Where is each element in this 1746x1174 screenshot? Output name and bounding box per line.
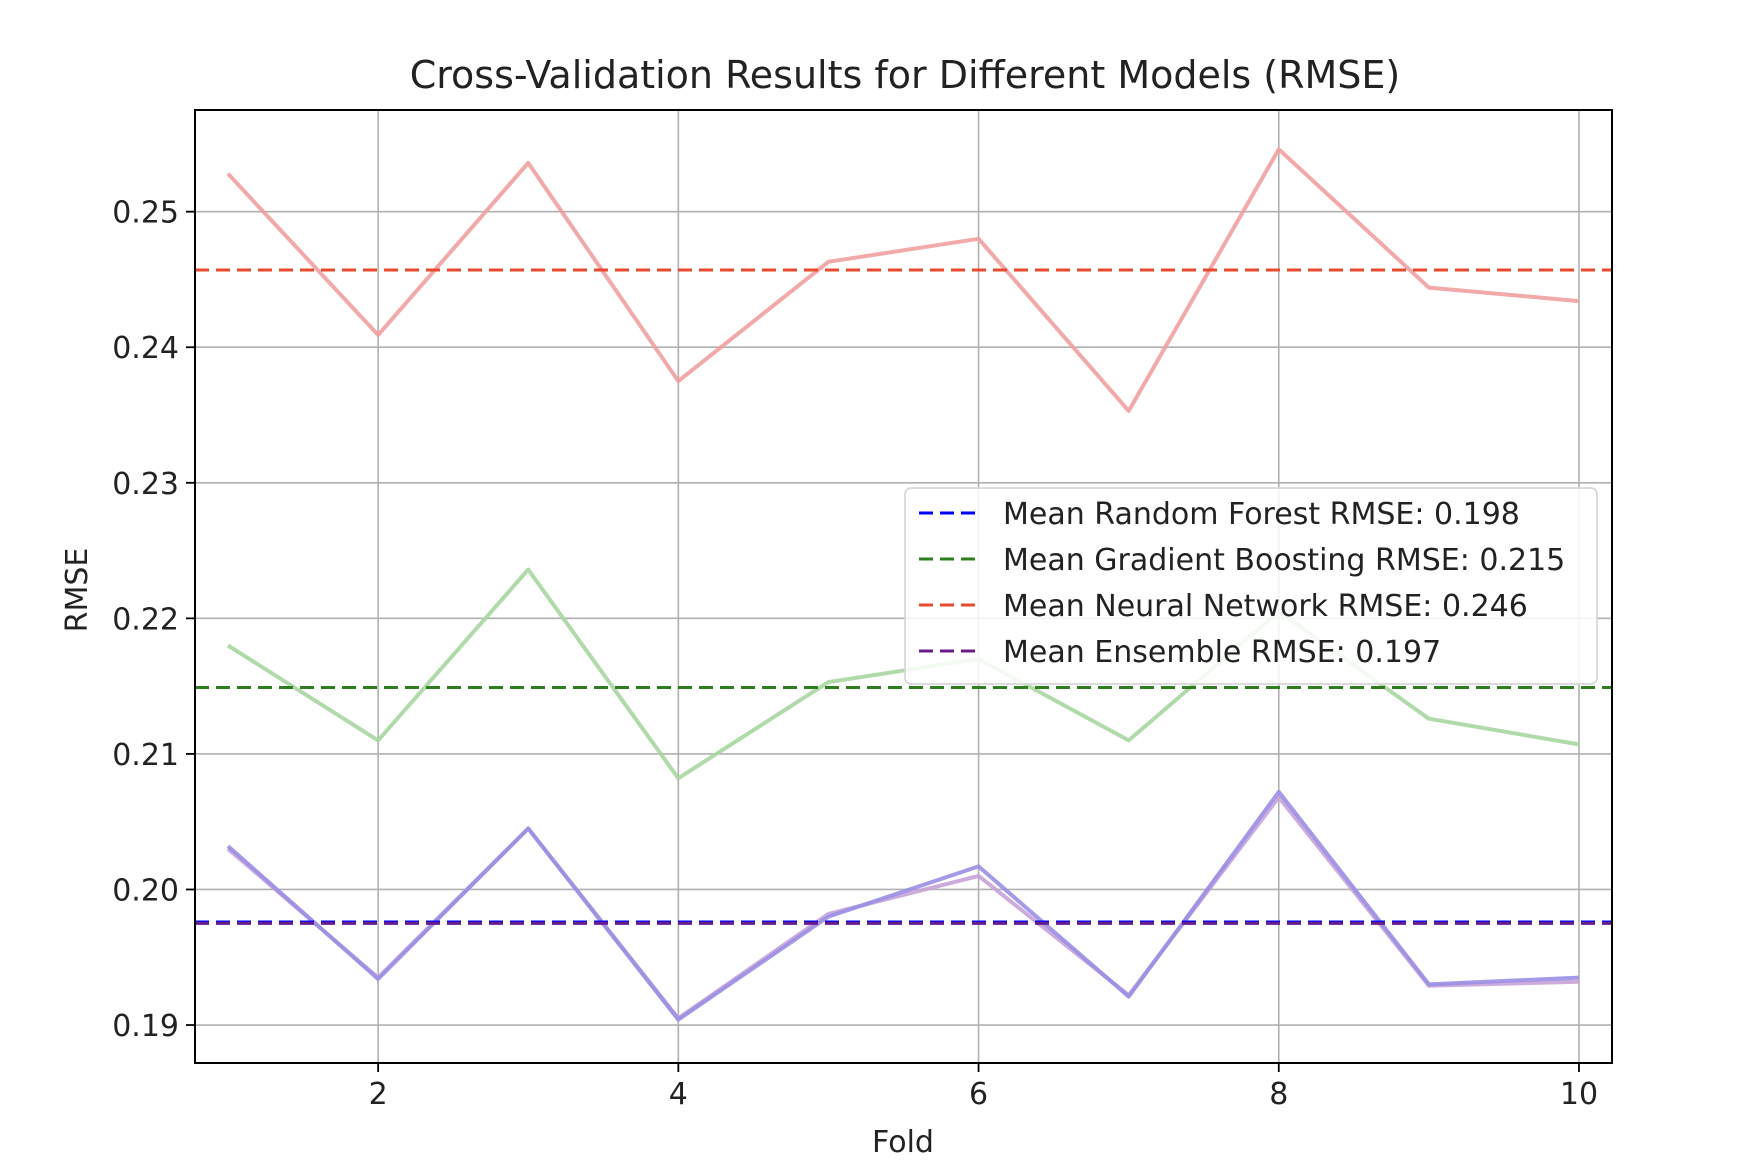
y-tick-label: 0.22 bbox=[112, 602, 179, 637]
nn-rmse-line bbox=[226, 147, 1580, 413]
y-tick-label: 0.24 bbox=[112, 331, 179, 366]
plot-frame bbox=[194, 109, 1613, 1064]
x-tick-label: 8 bbox=[1269, 1077, 1288, 1112]
mean-lines bbox=[195, 268, 1612, 925]
legend-entry-label: Mean Neural Network RMSE: 0.246 bbox=[1003, 589, 1528, 624]
axis-ticks: 2 4 6 8 10 0.19 0.20 0.21 0.22 0.23 0.24 0.25 bbox=[112, 196, 1598, 1112]
y-tick-label: 0.20 bbox=[112, 873, 179, 908]
y-tick-label: 0.21 bbox=[112, 738, 179, 773]
x-tick-label: 2 bbox=[369, 1077, 388, 1112]
chart-title: Cross-Validation Results for Different M… bbox=[410, 53, 1401, 97]
y-tick-label: 0.23 bbox=[112, 467, 179, 502]
legend: Mean Random Forest RMSE: 0.198 Mean Gradi… bbox=[904, 487, 1598, 685]
x-axis-label: Fold bbox=[872, 1125, 934, 1160]
y-axis-label: RMSE bbox=[60, 548, 95, 633]
legend-entry-label: Mean Random Forest RMSE: 0.198 bbox=[1003, 497, 1520, 532]
x-tick-label: 4 bbox=[669, 1077, 688, 1112]
legend-box bbox=[904, 487, 1598, 685]
legend-entry-label: Mean Ensemble RMSE: 0.197 bbox=[1003, 635, 1441, 670]
x-tick-label: 10 bbox=[1560, 1077, 1598, 1112]
y-tick-label: 0.25 bbox=[112, 196, 179, 231]
rf-rmse-line bbox=[226, 789, 1580, 1022]
legend-entry-label: Mean Gradient Boosting RMSE: 0.215 bbox=[1003, 543, 1565, 578]
x-tick-label: 6 bbox=[969, 1077, 988, 1112]
y-tick-label: 0.19 bbox=[112, 1009, 179, 1044]
